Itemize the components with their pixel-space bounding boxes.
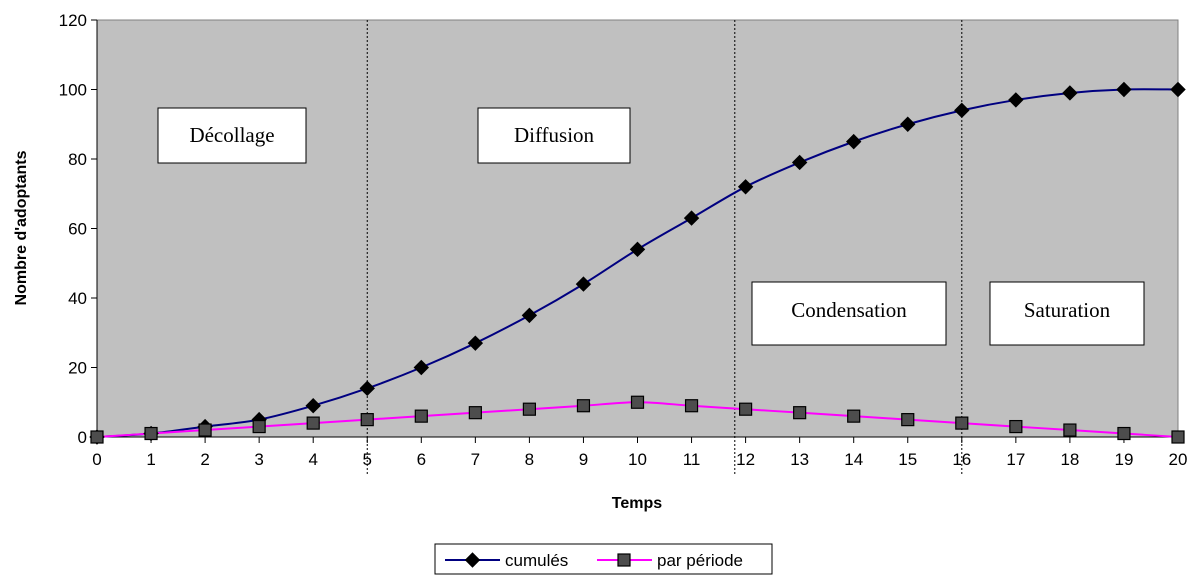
y-tick-label: 100 [59, 81, 87, 100]
data-point-par-periode [306, 416, 320, 430]
phase-box-saturation [989, 281, 1145, 346]
x-tick-label: 18 [1060, 450, 1079, 469]
x-tick-label: 10 [628, 450, 647, 469]
data-point-par-periode [252, 419, 266, 434]
data-point-cumules [359, 380, 375, 397]
x-tick-label: 7 [471, 450, 480, 469]
data-point-par-periode [198, 423, 212, 437]
y-tick-label: 20 [68, 359, 87, 378]
x-tick-label: 9 [579, 450, 588, 469]
y-tick-label: 60 [68, 220, 87, 239]
x-tick-label: 6 [417, 450, 426, 469]
data-point-par-periode [901, 413, 915, 427]
data-point-cumules [1062, 85, 1078, 101]
legend: cumulés par période [434, 543, 773, 575]
data-point-par-periode [847, 409, 861, 423]
data-point-cumules [467, 335, 484, 351]
x-tick-label: 15 [898, 450, 917, 469]
x-tick-label: 14 [844, 450, 863, 469]
y-tick-label: 0 [78, 428, 87, 447]
phase-label-diffusion: Diffusion [514, 123, 595, 147]
data-point-par-periode [144, 426, 158, 441]
x-tick-label: 1 [146, 450, 155, 469]
data-point-cumules [629, 241, 646, 258]
data-point-par-periode [522, 402, 537, 416]
x-tick-label: 20 [1169, 450, 1188, 469]
x-tick-label: 16 [952, 450, 971, 469]
data-point-cumules [683, 210, 700, 226]
x-tick-label: 4 [308, 450, 317, 469]
phase-label-decollage: Décollage [189, 123, 274, 147]
data-point-cumules [521, 307, 538, 324]
x-axis-title: Temps [612, 495, 662, 512]
y-tick-label: 40 [68, 289, 87, 308]
data-point-cumules [954, 102, 970, 119]
data-point-par-periode [738, 402, 753, 416]
legend-label-par-periode: par période [657, 551, 743, 570]
legend-label-cumules: cumulés [505, 551, 568, 570]
y-ticks: 0 20 40 60 80 100 120 [59, 11, 97, 447]
plot-area [96, 19, 1179, 438]
data-point-cumules [1008, 92, 1024, 108]
data-point-par-periode [1063, 423, 1077, 437]
data-point-par-periode [576, 399, 591, 413]
y-tick-label: 80 [68, 150, 87, 169]
data-point-par-periode [955, 416, 969, 430]
y-tick-label: 120 [59, 11, 87, 30]
data-point-cumules [1170, 81, 1186, 98]
data-point-par-periode [90, 430, 104, 444]
x-tick-label: 3 [254, 450, 263, 469]
x-tick-label: 2 [200, 450, 209, 469]
phase-label-condensation: Condensation [791, 298, 907, 322]
data-point-cumules [845, 133, 862, 150]
phase-label-saturation: Saturation [1024, 298, 1111, 322]
data-point-par-periode [414, 409, 428, 423]
data-point-par-periode [630, 395, 645, 409]
x-tick-label: 11 [683, 450, 701, 469]
data-point-cumules [737, 179, 754, 195]
data-point-par-periode [1171, 430, 1185, 444]
x-tick-label: 17 [1006, 450, 1025, 469]
x-tick-label: 19 [1114, 450, 1133, 469]
x-ticks: 0 1 2 3 4 5 6 7 8 9 10 11 12 13 14 15 16 17 18 19 20 [92, 437, 1187, 469]
x-tick-label: 0 [92, 450, 101, 469]
data-point-par-periode [468, 406, 482, 420]
data-point-cumules [900, 116, 916, 132]
data-point-par-periode [684, 399, 699, 413]
phase-labels: Décollage Diffusion Condensation Saturat… [157, 107, 1145, 346]
x-tick-label: 8 [525, 450, 534, 469]
legend-marker-cumules [464, 552, 481, 568]
data-point-par-periode [360, 413, 374, 427]
x-tick-label: 12 [736, 450, 755, 469]
legend-marker-par-periode [617, 553, 631, 567]
x-tick-label: 5 [363, 450, 372, 469]
data-point-cumules [791, 154, 808, 171]
data-point-par-periode [1009, 419, 1023, 434]
data-point-par-periode [793, 406, 807, 420]
phase-box-diffusion [477, 107, 631, 164]
data-point-par-periode [1117, 426, 1131, 441]
data-point-cumules [305, 398, 321, 414]
x-tick-label: 13 [790, 450, 809, 469]
data-point-cumules [575, 276, 592, 292]
series-markers [89, 81, 1186, 445]
phase-box-decollage [157, 107, 307, 164]
data-point-cumules [413, 359, 430, 376]
y-axis-title: Nombre d'adoptants [13, 150, 30, 305]
data-point-cumules [1116, 81, 1132, 98]
phase-box-condensation [751, 281, 947, 346]
